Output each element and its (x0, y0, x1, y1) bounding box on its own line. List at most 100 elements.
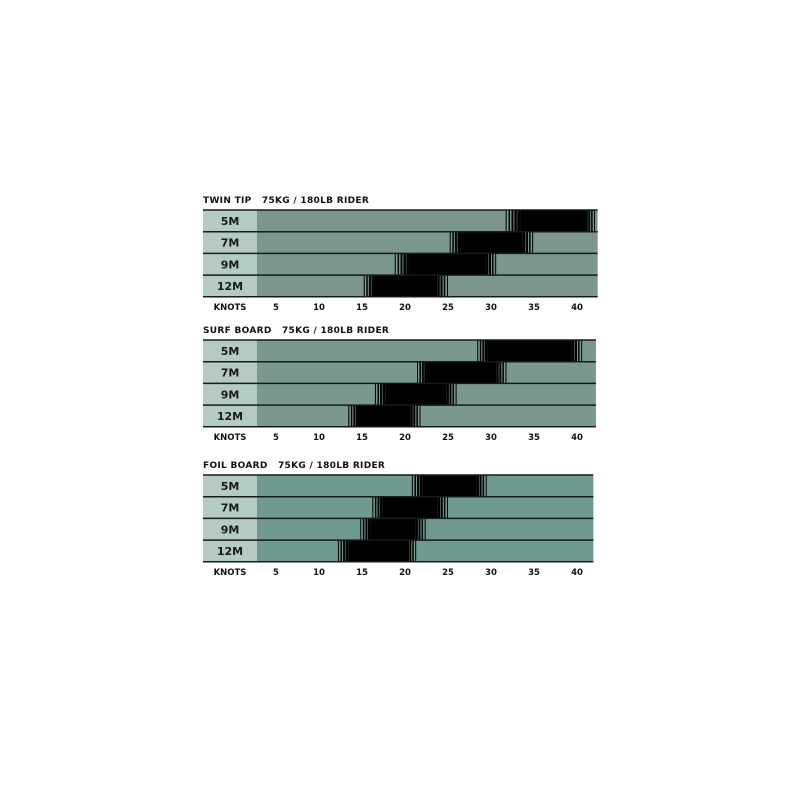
row-7m: 7M (203, 495, 594, 519)
fade-stripe (449, 231, 451, 254)
row-7m: 7M (203, 230, 598, 254)
fade-stripe (449, 383, 452, 406)
fade-stripe (413, 405, 416, 427)
fade-stripe (496, 361, 499, 384)
fade-stripe (343, 540, 346, 562)
row-label: 12M (217, 545, 243, 558)
fade-stripe (479, 475, 482, 497)
x-tick-label: 40 (571, 303, 583, 313)
fade-stripe (409, 540, 412, 562)
fade-stripe (374, 275, 378, 297)
fade-stripe (397, 253, 400, 276)
fade-stripe (414, 475, 416, 497)
fade-stripe (417, 361, 419, 384)
x-axis-label: KNOTS (214, 433, 247, 443)
row-9m: 9M (203, 382, 596, 406)
row-label-bg (203, 361, 257, 384)
ideal-range-bar (424, 475, 474, 497)
fade-stripe (372, 496, 374, 519)
fade-stripe (434, 496, 438, 519)
fade-stripe (371, 275, 374, 297)
fade-stripe (447, 496, 448, 519)
x-tick-label: 10 (313, 568, 325, 578)
chart-title: SURF BOARD 75KG / 180LB RIDER (203, 326, 390, 336)
fade-stripe (455, 383, 457, 406)
fade-stripe (374, 383, 376, 406)
fade-stripe (479, 340, 482, 362)
chart-title: FOIL BOARD 75KG / 180LB RIDER (203, 461, 386, 471)
ideal-range-bar (462, 231, 521, 254)
fade-stripe (418, 518, 421, 541)
row-label: 7M (221, 237, 240, 250)
fade-stripe (457, 231, 460, 254)
fade-stripe (400, 253, 403, 276)
x-tick-label: 35 (528, 303, 540, 313)
row-9m: 9M (203, 517, 594, 541)
row-12m: 12M (203, 404, 596, 427)
x-tick-label: 20 (399, 303, 411, 313)
fade-stripe (505, 361, 507, 384)
fade-stripe (410, 405, 413, 427)
fade-stripe (422, 475, 426, 497)
fade-stripe (419, 405, 421, 427)
row-label-bg (203, 518, 257, 541)
fade-stripe (415, 540, 417, 562)
fade-stripe (368, 275, 371, 297)
fade-stripe (385, 383, 389, 406)
fade-stripe (508, 210, 511, 232)
row-label: 12M (217, 280, 243, 293)
row-label: 9M (221, 523, 240, 536)
row-label: 7M (221, 502, 240, 515)
fade-stripe (419, 361, 421, 384)
fade-stripe (411, 475, 413, 497)
fade-stripe (358, 405, 362, 427)
fade-stripe (514, 210, 517, 232)
x-tick-label: 25 (442, 433, 454, 443)
ideal-range-bar (385, 496, 436, 519)
x-tick-label: 5 (273, 568, 279, 578)
ideal-range-bar (429, 361, 494, 384)
row-label-bg (203, 475, 257, 497)
fade-stripe (575, 340, 577, 362)
fade-stripe (519, 231, 523, 254)
row-12m: 12M (203, 539, 594, 562)
chart-title: TWIN TIP 75KG / 180LB RIDER (203, 196, 370, 206)
fade-stripe (568, 340, 572, 362)
x-tick-label: 5 (273, 433, 279, 443)
fade-stripe (446, 383, 449, 406)
fade-stripe (525, 231, 528, 254)
fade-stripe (350, 405, 353, 427)
fade-stripe (412, 518, 416, 541)
fade-stripe (360, 518, 362, 541)
fade-stripe (345, 540, 349, 562)
ideal-range-bar (520, 210, 584, 232)
fade-stripe (437, 275, 440, 297)
x-tick-label: 20 (399, 433, 411, 443)
fade-stripe (447, 275, 448, 297)
fade-stripe (571, 340, 575, 362)
fade-stripe (415, 518, 418, 541)
x-tick-label: 25 (442, 303, 454, 313)
x-tick-label: 30 (485, 433, 497, 443)
fade-stripe (460, 231, 464, 254)
row-label: 9M (221, 258, 240, 271)
x-tick-label: 30 (485, 568, 497, 578)
fade-stripe (363, 275, 365, 297)
fade-stripe (454, 231, 457, 254)
row-label-bg (203, 340, 257, 362)
fade-stripe (485, 253, 489, 276)
row-5m: 5M (203, 209, 598, 232)
fade-stripe (532, 231, 534, 254)
row-label: 9M (221, 388, 240, 401)
fade-stripe (443, 275, 446, 297)
fade-stripe (529, 231, 531, 254)
x-tick-label: 40 (571, 433, 583, 443)
fade-stripe (522, 231, 526, 254)
fade-stripe (424, 518, 426, 541)
fade-stripe (505, 210, 507, 232)
fade-stripe (437, 496, 441, 519)
fade-stripe (407, 405, 411, 427)
row-label-bg (203, 231, 257, 254)
fade-stripe (581, 340, 583, 362)
x-tick-label: 15 (356, 433, 368, 443)
